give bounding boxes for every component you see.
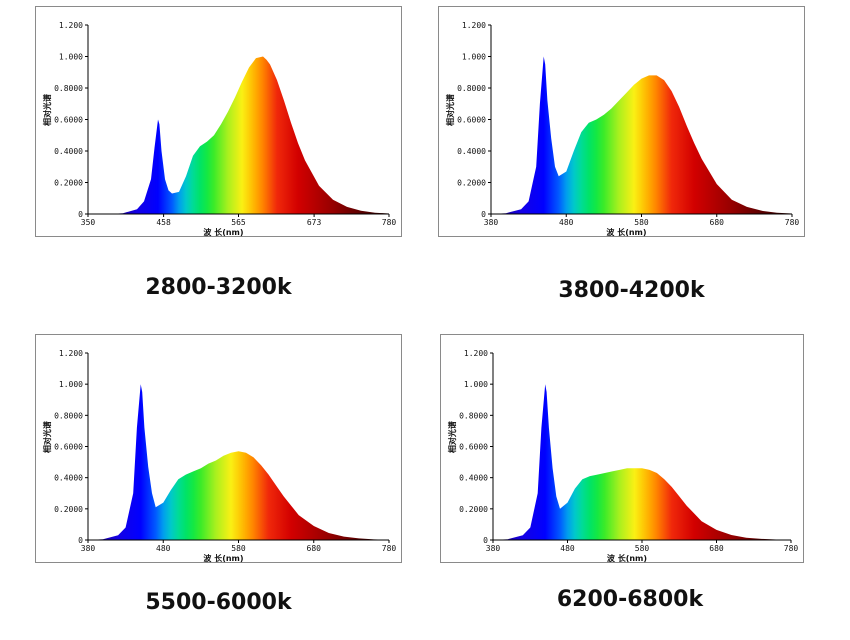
y-tick-label: 0	[78, 536, 83, 545]
x-tick-label: 780	[382, 218, 397, 227]
spectrum-chart-3: 0 0.2000 0.4000 0.6000 0.8000 1.000 1.200 380 48…	[42, 349, 397, 563]
y-tick-label: 0.2000	[54, 505, 83, 514]
y-tick-label: 1.200	[464, 349, 488, 358]
x-tick-label: 680	[307, 544, 322, 553]
chart-frame-3: 0 0.2000 0.4000 0.6000 0.8000 1.000 1.200 380 48…	[35, 334, 402, 563]
x-axis-label: 波 长(nm)	[203, 553, 243, 563]
y-tick-label: 1.200	[59, 349, 83, 358]
spectrum-chart-2: 0 0.2000 0.4000 0.6000 0.8000 1.000 1.200 380 48…	[445, 21, 800, 237]
chart-frame-4: 0 0.2000 0.4000 0.6000 0.8000 1.000 1.200 380 48…	[440, 334, 804, 563]
y-tick-label: 0.2000	[457, 179, 486, 188]
spectrum-area	[493, 384, 791, 540]
x-tick-label: 580	[635, 544, 650, 553]
chart-frame-2: 0 0.2000 0.4000 0.6000 0.8000 1.000 1.200 380 48…	[438, 6, 805, 237]
chart-frame-1: 0 0.2000 0.4000 0.6000 0.8000 1.000 1.200 350 45…	[35, 6, 402, 237]
x-tick-label: 380	[81, 544, 96, 553]
spectrum-chart-4: 0 0.2000 0.4000 0.6000 0.8000 1.000 1.200 380 48…	[447, 349, 799, 563]
y-tick-label: 0.4000	[457, 147, 486, 156]
x-tick-label: 780	[382, 544, 397, 553]
x-tick-label: 680	[709, 544, 724, 553]
y-tick-label: 1.200	[462, 21, 486, 30]
x-tick-label: 350	[81, 218, 96, 227]
y-axis-label: 相对光谱	[447, 421, 457, 453]
spectrum-area	[491, 56, 792, 214]
chart-caption-1: 2800-3200k	[145, 275, 292, 300]
y-tick-label: 0.4000	[459, 474, 488, 483]
x-tick-label: 580	[231, 544, 246, 553]
x-tick-label: 480	[156, 544, 171, 553]
y-tick-label: 1.200	[59, 21, 83, 30]
x-tick-label: 780	[785, 218, 800, 227]
y-tick-label: 0.8000	[459, 411, 488, 420]
y-axis-label: 相对光谱	[42, 94, 52, 126]
chart-caption-3: 5500-6000k	[145, 590, 292, 615]
y-tick-label: 0.4000	[54, 147, 83, 156]
x-tick-label: 780	[784, 544, 799, 553]
x-tick-label: 673	[307, 218, 322, 227]
y-tick-label: 0.6000	[459, 443, 488, 452]
x-tick-label: 680	[710, 218, 725, 227]
y-tick-label: 0.2000	[459, 505, 488, 514]
y-axis-label: 相对光谱	[445, 94, 455, 126]
y-tick-label: 0.6000	[54, 443, 83, 452]
y-tick-label: 1.000	[59, 53, 83, 62]
y-tick-label: 0	[481, 210, 486, 219]
x-axis-label: 波 长(nm)	[606, 227, 646, 237]
y-tick-label: 0.8000	[54, 411, 83, 420]
y-tick-label: 0	[78, 210, 83, 219]
x-tick-label: 380	[484, 218, 499, 227]
chart-caption-4: 6200-6800k	[556, 587, 704, 612]
y-tick-label: 0.6000	[457, 116, 486, 125]
chart-caption-2: 3800-4200k	[558, 278, 705, 303]
x-tick-label: 480	[559, 218, 574, 227]
y-tick-label: 0.4000	[54, 474, 83, 483]
x-tick-label: 380	[486, 544, 501, 553]
y-tick-label: 1.000	[464, 380, 488, 389]
x-tick-label: 480	[560, 544, 575, 553]
y-tick-label: 0.8000	[457, 84, 486, 93]
y-tick-label: 0.6000	[54, 116, 83, 125]
y-tick-label: 1.000	[59, 380, 83, 389]
y-tick-label: 0.8000	[54, 84, 83, 93]
y-tick-label: 0	[483, 536, 488, 545]
y-tick-label: 1.000	[462, 53, 486, 62]
spectrum-area	[88, 56, 389, 214]
x-tick-label: 565	[231, 218, 246, 227]
y-axis-label: 相对光谱	[42, 421, 52, 453]
x-tick-label: 458	[156, 218, 171, 227]
spectrum-chart-1: 0 0.2000 0.4000 0.6000 0.8000 1.000 1.200 350 45…	[42, 21, 397, 237]
x-axis-label: 波 长(nm)	[203, 227, 243, 237]
spectrum-area	[88, 384, 389, 540]
x-tick-label: 580	[634, 218, 649, 227]
y-tick-label: 0.2000	[54, 179, 83, 188]
x-axis-label: 波 长(nm)	[607, 553, 647, 563]
